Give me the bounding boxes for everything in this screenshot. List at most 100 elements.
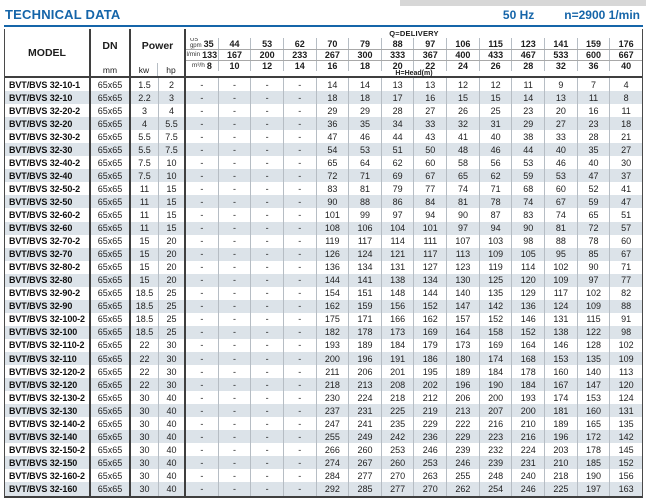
- kw-cell: 11: [131, 182, 159, 196]
- head-value-cell: 240: [511, 469, 544, 483]
- head-value-cell: 120: [511, 273, 544, 287]
- model-cell: BVT/BVS 32-10: [5, 91, 91, 105]
- delivery-value: 16: [327, 61, 338, 71]
- head-value-cell: 97: [446, 221, 479, 235]
- unit-label-line: US: [189, 38, 199, 43]
- dn-column-header: DN mm: [91, 29, 131, 76]
- head-value-cell: 212: [413, 391, 446, 405]
- head-value-cell: 138: [380, 273, 414, 287]
- head-value-cell: 88: [544, 234, 577, 248]
- power-label: Power: [141, 40, 174, 52]
- head-value-cell: 47: [576, 169, 610, 183]
- header-rule: [4, 25, 643, 27]
- head-value-cell: -: [250, 443, 283, 457]
- unit-label: l/min: [186, 50, 201, 58]
- head-value-cell: 140: [576, 365, 610, 379]
- head-value-cell: 12: [478, 78, 512, 92]
- head-value-cell: 35: [348, 117, 381, 131]
- head-value-cell: 15: [446, 91, 479, 105]
- head-value-cell: -: [200, 301, 204, 312]
- dn-cell: 65x65: [91, 482, 131, 496]
- hp-cell: 20: [159, 234, 186, 248]
- delivery-value: 18: [360, 61, 371, 71]
- head-value-cell: 15: [478, 91, 512, 105]
- delivery-header-cell: 40: [609, 61, 642, 71]
- head-value-cell: 144: [315, 273, 349, 287]
- head-value-cell: 40: [544, 143, 577, 157]
- head-value-cell: 50: [413, 143, 446, 157]
- head-value-cell: -: [217, 417, 251, 431]
- head-value-cell: 67: [609, 247, 642, 261]
- head-value-cell: -: [217, 338, 251, 352]
- delivery-header-cell: 20: [380, 61, 414, 71]
- delivery-header-cell: 53: [250, 38, 283, 49]
- head-value-cell: -: [200, 353, 204, 364]
- model-cell: BVT/BVS 32-90: [5, 299, 91, 313]
- head-value-cell: -: [250, 325, 283, 339]
- table-row: BVT/BVS 32-50 65x65 11 15- - - -90 88 86 84 81 78 74…: [5, 195, 642, 209]
- hp-cell: 40: [159, 430, 186, 444]
- frequency-label: 50 Hz: [502, 8, 535, 22]
- head-value-cell: 156: [609, 469, 642, 483]
- head-value-cell: -: [282, 234, 316, 248]
- head-value-cell: 33: [413, 117, 446, 131]
- page-title: TECHNICAL DATA: [5, 7, 121, 22]
- head-value-cell: -: [282, 247, 316, 261]
- hp-cell: 15: [159, 195, 186, 209]
- hp-cell: 5.5: [159, 117, 186, 131]
- head-value-cell: 25: [478, 104, 512, 118]
- model-cell: BVT/BVS 32-160: [5, 482, 91, 496]
- head-value-cell: 200: [511, 404, 544, 418]
- head-value-cell: 213: [348, 378, 381, 392]
- head-value-cell: 239: [478, 456, 512, 470]
- head-value-cell: 121: [380, 247, 414, 261]
- head-value-cell: 142: [478, 299, 512, 313]
- head-value-cell: 146: [544, 338, 577, 352]
- head-value-cell: -: [282, 78, 316, 92]
- head-value-cell: -: [282, 325, 316, 339]
- head-value-cell: 14: [511, 91, 544, 105]
- delivery-header-cell: 62: [282, 38, 316, 49]
- delivery-header-cell: 97: [413, 38, 446, 49]
- head-value-cell: 47: [315, 130, 349, 144]
- table-row: BVT/BVS 32-40-2 65x65 7.5 10- - - -65 64 62 60 58 5…: [5, 156, 642, 170]
- dn-cell: 65x65: [91, 365, 131, 379]
- head-value-cell: 229: [446, 430, 479, 444]
- delivery-header-cell: 667: [609, 50, 642, 60]
- head-value-cell: 40: [478, 130, 512, 144]
- head-value-cell: 32: [446, 117, 479, 131]
- head-value-cell: 129: [511, 286, 544, 300]
- head-value-cell: 20: [544, 104, 577, 118]
- kw-cell: 3: [131, 104, 159, 118]
- table-row: BVT/BVS 32-160-2 65x65 30 40- - - -284 277 270 26…: [5, 469, 642, 483]
- head-value-cell: 27: [609, 143, 642, 157]
- head-value-cell: 68: [511, 182, 544, 196]
- hp-cell: 7.5: [159, 130, 186, 144]
- head-value-cell: 119: [315, 234, 349, 248]
- model-cell: BVT/BVS 32-110-2: [5, 338, 91, 352]
- table-row: BVT/BVS 32-50-2 65x65 11 15- - - -83 81 79 77 74 71…: [5, 182, 642, 196]
- head-value-cell: 14: [315, 78, 349, 92]
- head-value-cell: -: [282, 156, 316, 170]
- head-value-cell: 30: [609, 156, 642, 170]
- head-value-cell: 180: [446, 351, 479, 366]
- head-value-cell: 107: [446, 234, 479, 248]
- head-value-cell: 34: [380, 117, 414, 131]
- head-value-cell: -: [282, 338, 316, 352]
- table-header: MODEL DN mm Power kw hp Q=DELIVERY US gpm…: [5, 29, 642, 78]
- delivery-value: 28: [523, 61, 534, 71]
- head-value-cell: 12: [446, 78, 479, 92]
- head-value-cell: 53: [544, 169, 577, 183]
- dn-cell: 65x65: [91, 456, 131, 470]
- head-value-cell: -: [200, 209, 204, 220]
- head-value-cell: -: [200, 105, 204, 116]
- head-value-cell: 13: [413, 78, 446, 92]
- head-value-cell: 152: [511, 325, 544, 339]
- head-value-cell: -: [217, 299, 251, 313]
- head-value-cell: 145: [609, 443, 642, 457]
- head-value-cell: 17: [380, 91, 414, 105]
- kw-cell: 11: [131, 195, 159, 209]
- head-value-cell: 102: [609, 338, 642, 352]
- hp-cell: 30: [159, 378, 186, 392]
- head-value-cell: -: [217, 365, 251, 379]
